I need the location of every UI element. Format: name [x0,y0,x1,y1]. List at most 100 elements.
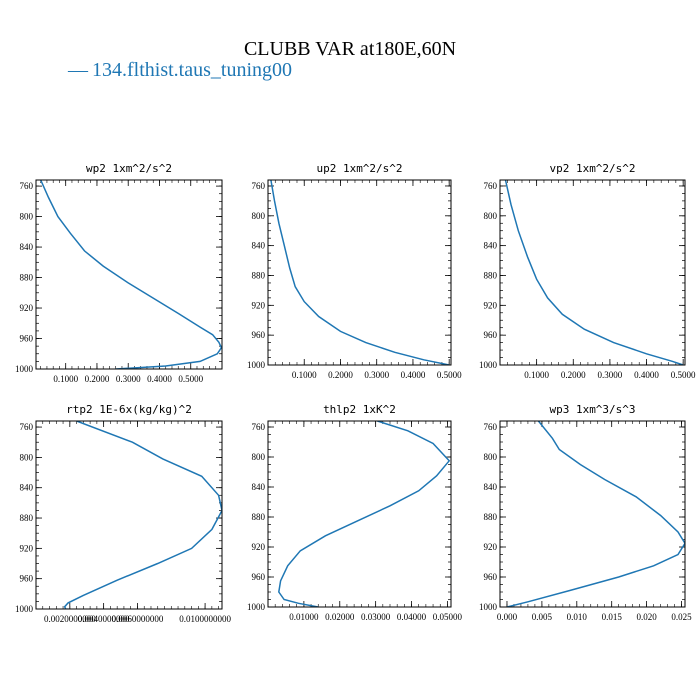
x-tick-label: 0.0040000000 [78,614,130,624]
plot-frame [267,420,452,608]
y-tick-label: 840 [20,483,34,493]
y-tick-label: 800 [252,452,266,462]
x-tick-label: 0.1000 [292,370,317,380]
y-tick-label: 1000 [247,360,266,370]
y-tick-label: 960 [252,572,266,582]
y-tick-label: 920 [252,300,266,310]
x-tick-label: 0.04000 [397,612,427,622]
x-tick-label: 0.0100000000 [179,614,231,624]
x-tick-label: 0.4000 [147,374,172,384]
y-tick-label: 1000 [479,360,498,370]
x-tick-label: 0.3000 [364,370,389,380]
y-tick-label: 800 [484,211,498,221]
x-tick-label: 0.3000 [598,370,623,380]
x-tick-label: 0.01000 [289,612,319,622]
panel-3: vp2 1xm^2/s^2 760 800 840 880 920 960 1000 0.100… [479,162,696,380]
y-tick-label: 1000 [15,364,34,374]
y-tick-label: 920 [20,303,34,313]
plot-frame [499,420,686,608]
y-tick-label: 880 [252,270,266,280]
x-tick-label: 0.4000 [634,370,659,380]
x-tick-label: 0.015 [602,612,623,622]
series-line-1 [504,180,684,365]
panel-1: wp2 1xm^2/s^2 760 800 840 880 920 960 1000 0.100… [15,162,223,384]
x-tick-label: 0.2000 [85,374,110,384]
panel-title: up2 1xm^2/s^2 [316,162,402,175]
x-tick-label: 0.1000 [524,370,549,380]
series-line-1 [40,180,222,369]
y-tick-label: 840 [252,241,266,251]
y-tick-label: 840 [484,482,498,492]
x-tick-label: 0.005 [532,612,553,622]
y-tick-label: 880 [252,512,266,522]
x-tick-label: 0.020 [636,612,657,622]
y-tick-label: 960 [484,330,498,340]
panel-title: vp2 1xm^2/s^2 [549,162,635,175]
y-tick-label: 920 [484,300,498,310]
panel-title: wp3 1xm^3/s^3 [549,403,635,416]
y-tick-label: 920 [252,542,266,552]
y-tick-label: 760 [484,181,498,191]
y-tick-label: 920 [484,542,498,552]
panels-grid: wp2 1xm^2/s^2 760 800 840 880 920 960 1000 0.100… [15,162,696,624]
legend-marker: — [67,59,89,81]
panel-title: wp2 1xm^2/s^2 [86,162,172,175]
x-tick-label: 0.2000 [561,370,586,380]
y-tick-label: 800 [252,211,266,221]
x-tick-label: 0.05000 [433,612,463,622]
y-tick-label: 880 [484,512,498,522]
x-tick-label: 0.5000 [178,374,203,384]
panel-2: up2 1xm^2/s^2 760 800 840 880 920 960 1000 0.100… [247,162,462,380]
x-tick-label: 0.2000 [328,370,353,380]
y-tick-label: 840 [484,241,498,251]
x-tick-label: 0.0020000000 [44,614,96,624]
y-tick-label: 1000 [15,604,34,614]
y-tick-label: 960 [20,574,34,584]
y-tick-label: 880 [20,273,34,283]
x-tick-label: 0.025 [671,612,692,622]
x-tick-label: 0.02000 [325,612,355,622]
y-tick-label: 800 [20,212,34,222]
plot-frame [35,179,223,370]
series-line-1 [270,180,450,365]
y-tick-label: 760 [484,422,498,432]
y-tick-label: 800 [20,452,34,462]
y-tick-label: 880 [20,513,34,523]
y-tick-label: 1000 [479,602,498,612]
y-tick-label: 960 [252,330,266,340]
x-tick-label: 0.0060000000 [112,614,164,624]
y-tick-label: 840 [20,242,34,252]
panel-title: thlp2 1xK^2 [323,403,396,416]
y-tick-label: 1000 [247,602,266,612]
panel-5: thlp2 1xK^2 760 800 840 880 920 960 1000 0.01000… [247,403,463,622]
y-tick-label: 760 [20,422,34,432]
panel-6: wp3 1xm^3/s^3 760 800 840 880 920 960 10000.000… [479,403,692,622]
x-tick-label: 0.010 [567,612,588,622]
y-tick-label: 840 [252,482,266,492]
x-tick-label: 0.000 [497,612,518,622]
y-tick-label: 880 [484,270,498,280]
x-tick-label: 0.5000 [437,370,462,380]
figure-title: CLUBB VAR at180E,60N [244,38,456,60]
panel-4: rtp2 1E-6x(kg/kg)^2 760 800 840 880 920 960 100… [15,403,231,624]
plot-frame [267,179,452,366]
y-tick-label: 760 [252,181,266,191]
panel-title: rtp2 1E-6x(kg/kg)^2 [66,403,192,416]
plot-frame [499,179,686,366]
y-tick-label: 920 [20,543,34,553]
x-tick-label: 0.1000 [53,374,78,384]
x-tick-label: 0.4000 [401,370,426,380]
y-tick-label: 960 [20,334,34,344]
x-tick-label: 0.3000 [116,374,141,384]
x-tick-label: 0.5000 [671,370,696,380]
series-line-1 [506,421,685,607]
series-line-1 [63,421,222,609]
y-tick-label: 760 [20,181,34,191]
y-tick-label: 800 [484,452,498,462]
legend-label: 134.flthist.taus_tuning00 [92,59,292,81]
x-tick-label: 0.03000 [361,612,391,622]
y-tick-label: 960 [484,572,498,582]
series-line-1 [278,421,451,607]
plot-frame [35,420,223,610]
